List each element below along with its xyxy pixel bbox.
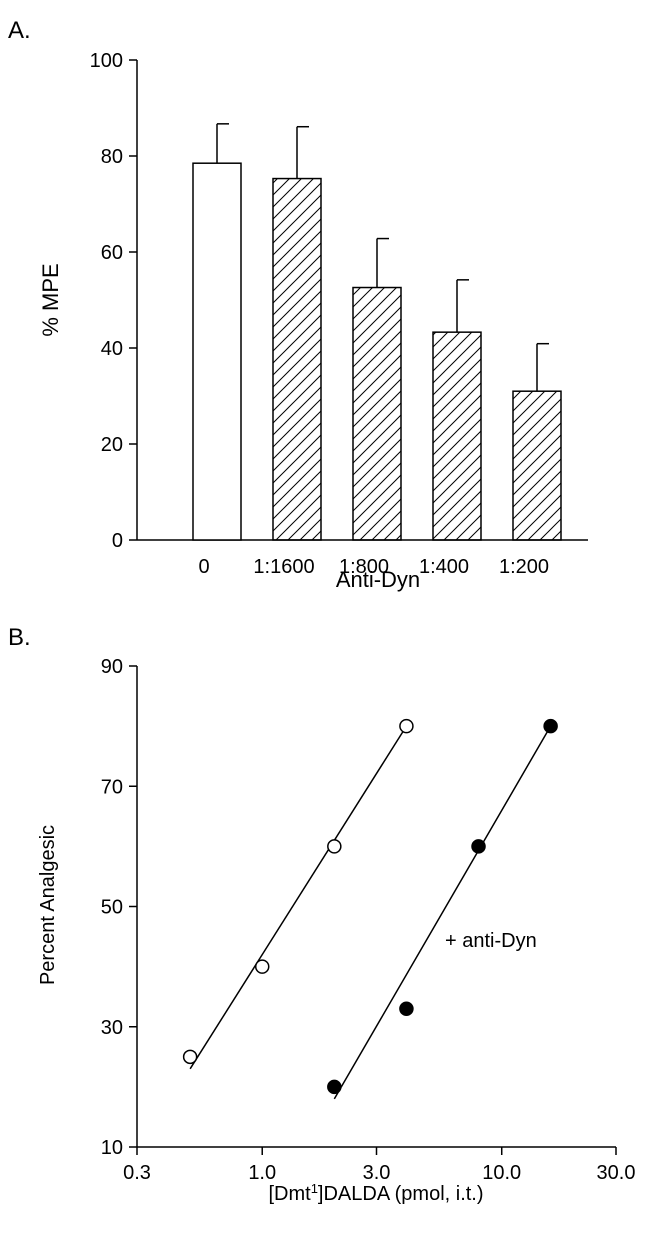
panel-b-data-point <box>471 839 486 854</box>
panel-a-y-tick-label: 20 <box>101 434 123 456</box>
panel-a-y-tick-label: 80 <box>101 146 123 168</box>
panel-a-y-axis-label: % MPE <box>38 263 63 336</box>
panel-b-x-label-superscript: 1 <box>311 1181 318 1196</box>
panel-b-y-tick-label: 10 <box>101 1137 123 1159</box>
panel-b-x-tick-label: 30.0 <box>597 1162 636 1184</box>
panel-a-y-tick-label: 40 <box>101 338 123 360</box>
panel-a-x-tick-label: 1:400 <box>419 556 469 578</box>
panel-a-bar <box>432 331 482 541</box>
panel-b-data-point <box>399 1001 414 1016</box>
panel-a-x-tick-label: 0 <box>198 556 209 578</box>
panel-b: B. 10 30 50 70 90 0.3 1.0 3.0 10.0 30.0 + anti-D… <box>8 624 635 1205</box>
panel-b-fit-line <box>333 725 552 1100</box>
panel-a-y-ticks: 0 20 40 60 80 100 <box>90 50 137 552</box>
panel-b-data-point <box>399 718 414 734</box>
panel-b-data-point <box>254 959 270 974</box>
panel-a: A. 0 20 40 60 80 100 0 1:1600 1:800 1:400 1:200 A… <box>8 17 588 592</box>
panel-b-label: B. <box>8 624 31 651</box>
panel-a-x-tick-label: 1:1600 <box>253 556 314 578</box>
panel-b-series-1 <box>182 718 414 1070</box>
panel-a-y-tick-label: 100 <box>90 50 123 72</box>
panel-b-series-label: + anti-Dyn <box>445 930 537 952</box>
panel-b-y-tick-label: 30 <box>101 1017 123 1039</box>
panel-b-data-point <box>182 1049 198 1065</box>
panel-b-y-ticks: 10 30 50 70 90 <box>101 656 137 1159</box>
panel-a-bar <box>192 162 242 541</box>
panel-a-y-tick-label: 60 <box>101 242 123 264</box>
panel-b-y-tick-label: 50 <box>101 897 123 919</box>
panel-b-x-ticks: 0.3 1.0 3.0 10.0 30.0 <box>123 1147 635 1184</box>
panel-b-y-axis-label: Percent Analgesic <box>37 825 59 985</box>
panel-a-bar <box>272 177 322 541</box>
panel-b-y-tick-label: 90 <box>101 656 123 678</box>
panel-b-x-tick-label: 1.0 <box>248 1162 276 1184</box>
panel-a-bars <box>192 123 562 541</box>
panel-b-series <box>182 718 558 1100</box>
panel-b-data-point <box>327 1079 342 1095</box>
panel-a-x-axis-label: Anti-Dyn <box>336 567 420 592</box>
panel-b-y-tick-label: 70 <box>101 776 123 798</box>
panel-a-label: A. <box>8 17 31 44</box>
panel-a-bar <box>352 286 402 541</box>
panel-b-x-label-prefix: [Dmt <box>268 1183 311 1205</box>
panel-b-x-label-suffix: ]DALDA (pmol, i.t.) <box>318 1183 484 1205</box>
panel-b-series-2 <box>327 718 558 1100</box>
panel-b-x-tick-label: 10.0 <box>482 1162 521 1184</box>
panel-a-y-tick-label: 0 <box>112 530 123 552</box>
panel-b-data-point <box>543 718 558 734</box>
panel-a-x-tick-label: 1:200 <box>499 556 549 578</box>
panel-b-x-axis-label: [Dmt1]DALDA (pmol, i.t.) <box>268 1181 483 1206</box>
panel-a-bar <box>512 390 562 541</box>
panel-b-x-tick-label: 0.3 <box>123 1162 151 1184</box>
panel-b-fit-line <box>189 725 408 1070</box>
panel-b-x-tick-label: 3.0 <box>363 1162 391 1184</box>
panel-a-x-tick-label: 1:800 <box>339 556 389 578</box>
panel-a-x-ticks: 0 1:1600 1:800 1:400 1:200 <box>198 556 549 578</box>
panel-b-data-point <box>327 839 342 854</box>
